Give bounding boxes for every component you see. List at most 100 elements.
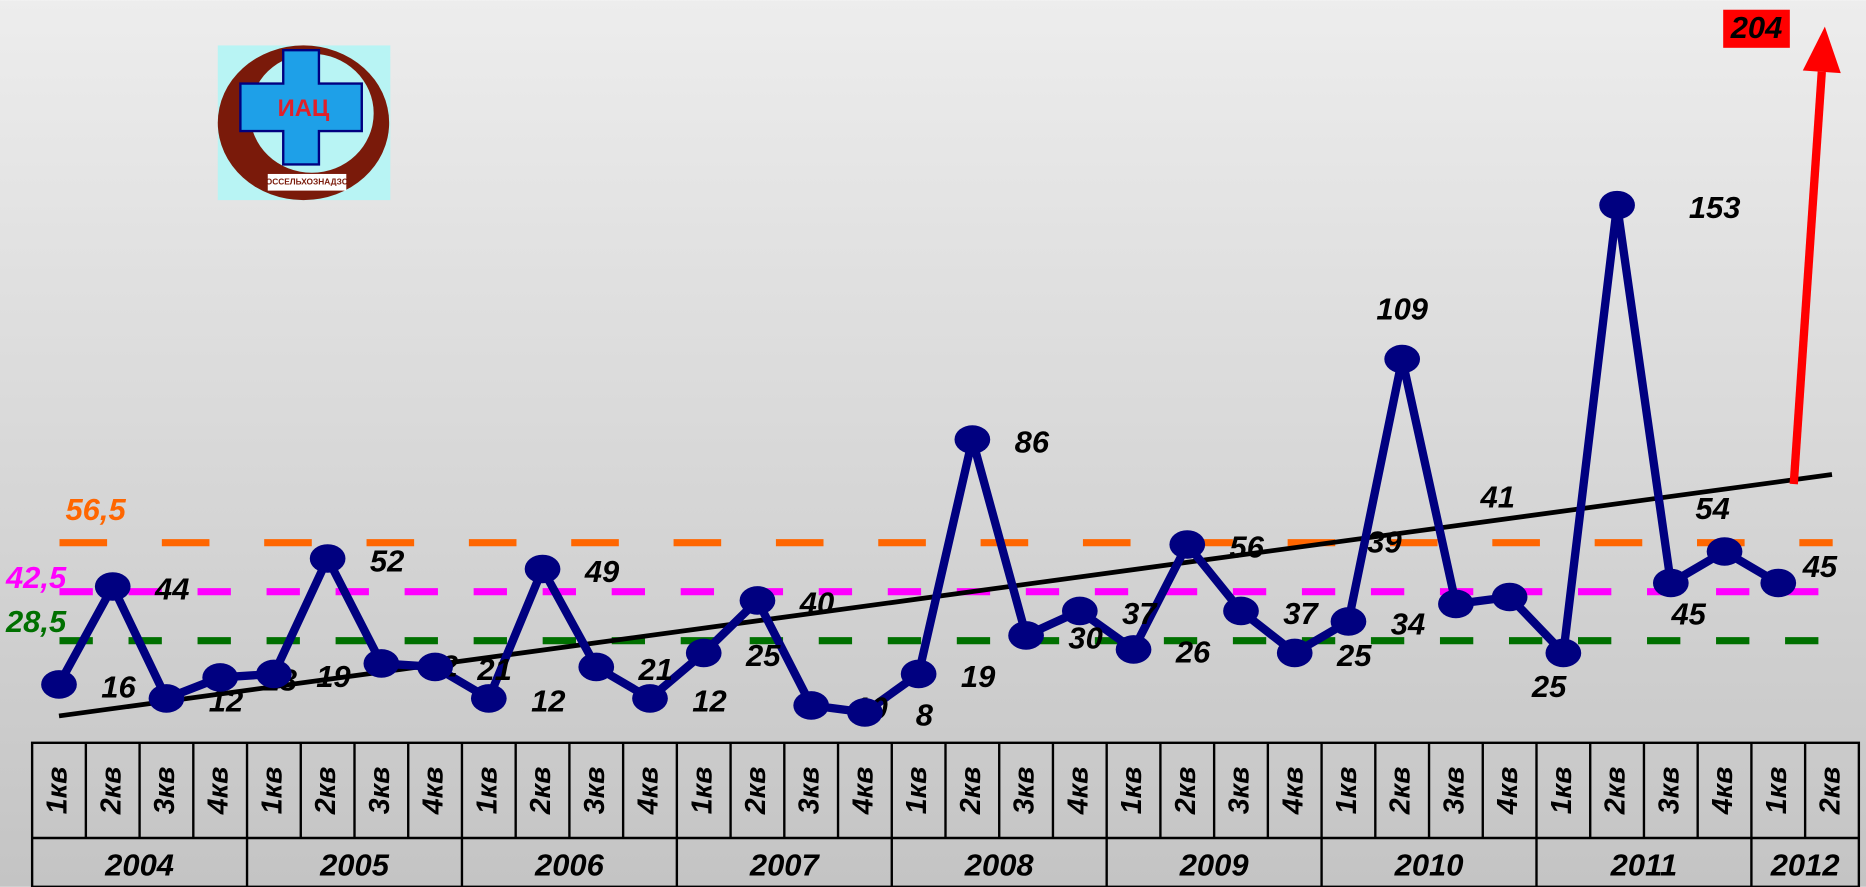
data-point [1008, 621, 1044, 650]
quarter-label: 2кв [525, 767, 557, 816]
year-label: 2012 [1770, 847, 1840, 882]
data-point [1223, 597, 1259, 626]
data-point [1331, 607, 1367, 636]
data-label: 12 [692, 683, 726, 718]
year-label: 2011 [1610, 847, 1678, 882]
logo: ИАЦ РОССЕЛЬХОЗНАДЗОР [218, 45, 391, 200]
projection-label: 204 [1730, 10, 1783, 45]
quarter-label: 3кв [149, 767, 181, 815]
quarter-label: 2кв [310, 767, 342, 816]
data-label: 19 [316, 659, 351, 694]
page: body { margin: 0; width: 1866px; height:… [0, 0, 1866, 887]
data-point [149, 684, 185, 713]
data-label: 16 [101, 669, 136, 704]
year-label: 2010 [1394, 847, 1464, 882]
data-label: 40 [799, 585, 834, 620]
quarter-label: 3кв [579, 767, 611, 815]
data-label: 8 [916, 697, 934, 732]
quarter-label: 2кв [1815, 767, 1847, 816]
data-point [1116, 635, 1152, 664]
data-label: 26 [1175, 634, 1211, 669]
quarter-label: 1кв [1116, 767, 1148, 815]
data-label: 44 [154, 571, 189, 606]
page-body: {"chart_data": { "type": "line", "period… [0, 0, 1866, 887]
data-point [793, 691, 829, 720]
quarter-label: 3кв [1653, 767, 1685, 815]
quarter-label: 3кв [1438, 767, 1470, 815]
data-point [1169, 530, 1205, 559]
data-label: 37 [1283, 596, 1319, 631]
data-label: 109 [1376, 292, 1428, 327]
quarter-label: 4кв [418, 767, 450, 816]
data-label: 25 [745, 638, 781, 673]
reference-label: 42,5 [5, 560, 67, 595]
data-label: 12 [531, 683, 565, 718]
reference-label: 28,5 [5, 604, 67, 639]
quarter-label: 4кв [203, 767, 235, 816]
quarter-label: 4кв [1492, 767, 1524, 816]
data-point [256, 660, 292, 689]
quarter-label: 2кв [1170, 767, 1202, 816]
quarter-label: 1кв [1546, 767, 1578, 815]
chart: ИАЦ РОССЕЛЬХОЗНАДЗОР 56,5 42,5 28,5 204 16 44… [0, 0, 1866, 887]
data-point [632, 684, 668, 713]
data-label: 52 [370, 543, 404, 578]
quarter-label: 1кв [1761, 767, 1793, 815]
quarter-label: 1кв [471, 767, 503, 815]
logo-title: ИАЦ [278, 95, 330, 122]
data-label: 25 [1531, 669, 1567, 704]
data-label: 21 [476, 652, 511, 687]
quarter-label: 3кв [1009, 767, 1041, 815]
data-label: 41 [1480, 480, 1515, 515]
data-label: 45 [1802, 549, 1838, 584]
quarter-label: 2кв [95, 767, 127, 816]
data-point [955, 425, 991, 454]
data-point [202, 663, 238, 692]
data-point [740, 586, 776, 615]
data-point [525, 555, 561, 584]
quarter-label: 1кв [1331, 767, 1363, 815]
data-label: 153 [1689, 190, 1741, 225]
data-label: 56 [1230, 529, 1265, 564]
reference-label: 56,5 [65, 492, 126, 527]
data-label: 39 [1367, 525, 1402, 560]
data-point [310, 544, 346, 573]
year-label: 2005 [319, 847, 390, 882]
data-point [1599, 191, 1635, 220]
year-label: 2004 [104, 847, 174, 882]
data-label: 21 [638, 652, 673, 687]
data-point [847, 698, 883, 727]
data-point [1384, 345, 1420, 374]
quarter-label: 1кв [256, 767, 288, 815]
data-point [364, 649, 400, 678]
data-label: 19 [961, 659, 996, 694]
data-label: 54 [1695, 491, 1729, 526]
data-point [1707, 537, 1743, 566]
quarter-label: 2кв [740, 767, 772, 816]
quarter-label: 2кв [955, 767, 987, 816]
data-point [1653, 569, 1689, 598]
data-label: 25 [1336, 638, 1372, 673]
year-label: 2009 [1179, 847, 1250, 882]
year-label: 2006 [534, 847, 605, 882]
quarter-label: 4кв [1277, 767, 1309, 816]
quarter-label: 4кв [633, 767, 665, 816]
data-label: 37 [1122, 596, 1158, 631]
logo-caption: РОССЕЛЬХОЗНАДЗОР [260, 176, 354, 186]
quarter-label: 1кв [686, 767, 718, 815]
data-label: 34 [1391, 606, 1425, 641]
quarter-label: 2кв [1385, 767, 1417, 816]
year-label: 2008 [964, 847, 1035, 882]
data-point [1760, 569, 1796, 598]
data-point [1492, 583, 1528, 612]
data-point [417, 653, 453, 682]
data-label: 49 [584, 554, 620, 589]
year-label: 2007 [749, 847, 821, 882]
quarter-label: 4кв [847, 767, 879, 816]
data-label: 45 [1670, 596, 1706, 631]
quarter-label: 1кв [901, 767, 933, 815]
data-point [901, 660, 937, 689]
data-label: 86 [1015, 424, 1050, 459]
data-point [1277, 639, 1313, 668]
data-point [1062, 597, 1098, 626]
